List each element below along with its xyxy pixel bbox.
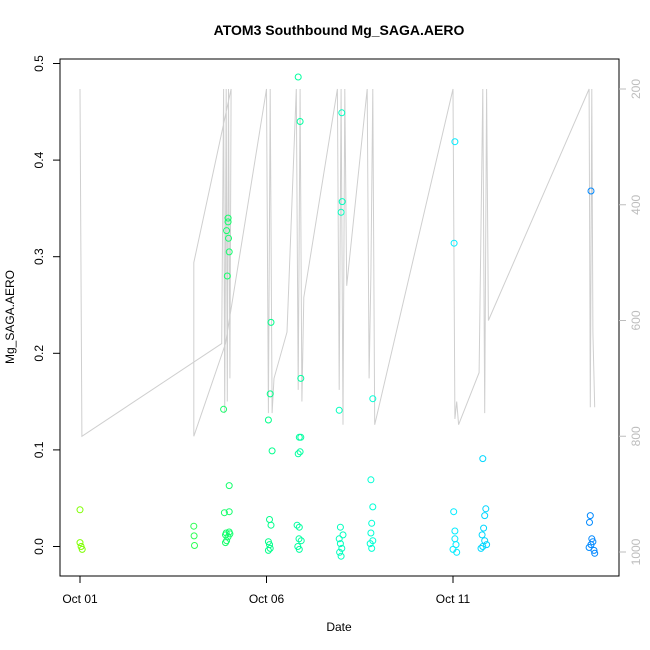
y-tick-label: 0.5: [32, 55, 46, 72]
data-point: [267, 318, 275, 326]
data-point: [295, 535, 303, 543]
data-point: [297, 374, 305, 382]
x-tick-label: Oct 01: [62, 592, 98, 606]
data-point: [339, 531, 347, 539]
data-point: [451, 527, 459, 535]
data-point: [481, 512, 489, 520]
data-point: [190, 532, 198, 540]
data-point: [369, 395, 377, 403]
y-axis-label: Mg_SAGA.AERO: [3, 270, 17, 364]
data-point: [368, 519, 376, 527]
data-point: [191, 542, 198, 549]
data-point: [587, 187, 595, 195]
x-axis-label: Date: [326, 620, 352, 634]
data-point: [224, 218, 232, 226]
data-point: [450, 508, 458, 516]
data-point: [482, 505, 490, 513]
axes: Oct 01 Oct 06 Oct 11 0.0 0.1 0.2 0.3 0.4 0.5 200 4…: [32, 55, 643, 606]
data-point: [336, 548, 344, 556]
data-point: [224, 214, 232, 222]
data-point: [338, 109, 346, 117]
data-point: [451, 535, 459, 543]
data-point: [480, 524, 488, 532]
y-tick-label: 0.3: [32, 248, 46, 265]
data-point: [268, 447, 276, 455]
data-point: [225, 482, 233, 490]
data-point: [264, 546, 272, 554]
data-point: [335, 535, 343, 543]
data-point: [295, 545, 303, 553]
data-point: [294, 450, 302, 458]
data-point: [367, 476, 375, 484]
right-y-tick-label: 600: [629, 310, 643, 330]
data-point: [220, 509, 228, 517]
chart-title: ATOM3 Southbound Mg_SAGA.AERO: [214, 22, 465, 38]
data-point: [225, 248, 233, 256]
data-point: [586, 512, 594, 520]
x-tick-label: Oct 11: [436, 592, 471, 606]
right-y-tick-label: 1000: [629, 538, 643, 565]
data-point: [335, 406, 343, 414]
data-point: [293, 521, 301, 529]
data-point: [453, 548, 461, 556]
data-point: [478, 531, 486, 539]
data-point: [297, 433, 305, 441]
data-point: [78, 545, 86, 553]
data-point: [366, 540, 374, 548]
plot-area: [59, 58, 620, 577]
altitude-profile: [79, 88, 596, 438]
data-point: [225, 508, 233, 516]
data-point: [338, 544, 346, 552]
y-tick-label: 0.1: [32, 441, 46, 458]
data-point: [590, 546, 598, 554]
data-point: [266, 516, 273, 523]
data-point: [450, 239, 458, 247]
data-point: [477, 544, 485, 552]
scatter-points: [76, 73, 599, 560]
data-point: [337, 552, 345, 560]
data-point: [336, 540, 344, 548]
right-y-tick-label: 800: [629, 426, 643, 446]
data-point: [294, 73, 302, 81]
data-point: [479, 543, 487, 550]
data-point: [368, 544, 376, 552]
data-point: [479, 455, 487, 463]
data-point: [266, 390, 274, 398]
data-point: [264, 416, 272, 424]
data-point: [190, 522, 198, 530]
data-point: [369, 503, 377, 511]
data-point: [296, 118, 304, 125]
data-point: [220, 405, 228, 413]
data-point: [267, 521, 275, 529]
data-point: [223, 272, 231, 280]
data-point: [223, 227, 231, 235]
data-point: [586, 518, 593, 526]
data-point: [226, 530, 234, 538]
data-point: [591, 549, 599, 557]
data-point: [222, 529, 230, 537]
y-tick-label: 0.2: [32, 345, 46, 362]
data-point: [225, 234, 232, 242]
right-y-tick-label: 200: [629, 79, 643, 99]
data-point: [297, 537, 305, 545]
data-point: [337, 208, 345, 216]
data-point: [76, 506, 84, 514]
data-point: [223, 537, 231, 545]
data-point: [338, 198, 346, 206]
data-point: [76, 539, 84, 547]
data-point: [483, 541, 491, 549]
data-point: [451, 138, 459, 146]
data-point: [367, 529, 375, 537]
y-tick-label: 0.0: [32, 538, 46, 555]
y-tick-label: 0.4: [32, 151, 46, 168]
right-y-tick-label: 400: [629, 194, 643, 214]
data-point: [295, 523, 303, 531]
altitude-line: [79, 88, 596, 438]
data-point: [296, 448, 304, 456]
x-tick-label: Oct 06: [249, 592, 285, 606]
data-point: [266, 544, 274, 552]
data-point: [336, 523, 344, 531]
